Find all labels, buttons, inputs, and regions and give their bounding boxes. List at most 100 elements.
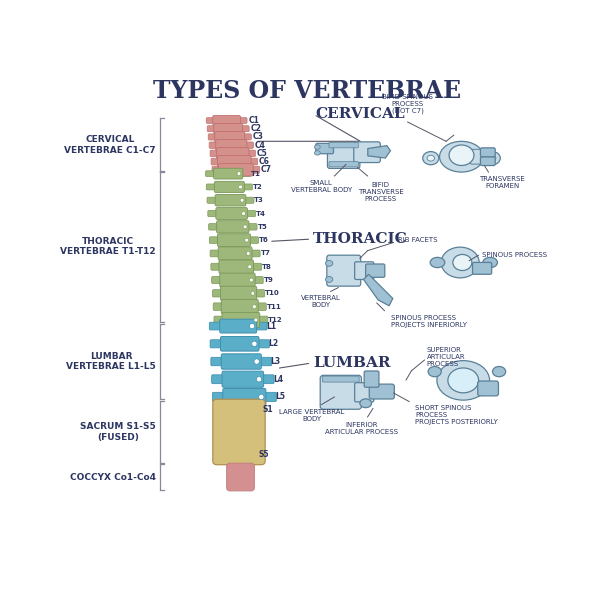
Ellipse shape: [239, 185, 242, 189]
Text: SUPERIOR
ARTICULAR
PROCESS: SUPERIOR ARTICULAR PROCESS: [427, 347, 466, 367]
Ellipse shape: [250, 278, 253, 282]
Text: C1: C1: [248, 116, 259, 125]
FancyBboxPatch shape: [218, 164, 253, 176]
FancyBboxPatch shape: [209, 142, 218, 148]
Text: T8: T8: [262, 264, 272, 270]
Text: LUMBAR: LUMBAR: [313, 356, 391, 370]
FancyBboxPatch shape: [216, 208, 247, 220]
Text: SACRUM S1-S5
(FUSED): SACRUM S1-S5 (FUSED): [80, 422, 156, 442]
FancyBboxPatch shape: [206, 184, 217, 190]
FancyBboxPatch shape: [210, 340, 223, 348]
Text: L3: L3: [271, 357, 281, 366]
Text: T5: T5: [257, 224, 267, 230]
FancyBboxPatch shape: [220, 286, 257, 301]
Ellipse shape: [423, 152, 439, 165]
FancyBboxPatch shape: [251, 166, 260, 173]
Ellipse shape: [259, 394, 264, 400]
FancyBboxPatch shape: [215, 194, 246, 206]
Ellipse shape: [314, 151, 320, 155]
Text: THORACIC
VERTEBRAE T1-T12: THORACIC VERTEBRAE T1-T12: [60, 237, 156, 256]
Ellipse shape: [254, 359, 259, 364]
Text: T7: T7: [260, 250, 271, 256]
FancyBboxPatch shape: [246, 150, 256, 157]
Text: L4: L4: [273, 375, 283, 384]
FancyBboxPatch shape: [242, 134, 251, 140]
Text: SHORT SPINOUS
PROCESS
PROJECTS POSTERIORLY: SHORT SPINOUS PROCESS PROJECTS POSTERIOR…: [415, 406, 498, 425]
Text: SPINOUS PROCESS: SPINOUS PROCESS: [482, 252, 547, 258]
FancyBboxPatch shape: [206, 118, 215, 124]
FancyBboxPatch shape: [256, 340, 269, 348]
FancyBboxPatch shape: [240, 126, 249, 132]
Ellipse shape: [250, 323, 255, 329]
Text: L1: L1: [266, 322, 276, 331]
Text: SPINOUS PROCESS
PROJECTS INFERIORLY: SPINOUS PROCESS PROJECTS INFERIORLY: [391, 314, 467, 328]
FancyBboxPatch shape: [209, 237, 220, 244]
FancyBboxPatch shape: [254, 322, 267, 330]
FancyBboxPatch shape: [470, 149, 484, 164]
FancyBboxPatch shape: [207, 197, 218, 203]
Ellipse shape: [440, 142, 484, 172]
FancyBboxPatch shape: [218, 155, 251, 167]
FancyBboxPatch shape: [478, 381, 499, 396]
FancyBboxPatch shape: [254, 290, 265, 297]
FancyBboxPatch shape: [212, 166, 221, 173]
FancyBboxPatch shape: [473, 262, 491, 274]
Ellipse shape: [360, 399, 371, 407]
FancyBboxPatch shape: [323, 376, 359, 382]
Ellipse shape: [441, 247, 479, 278]
Ellipse shape: [488, 155, 496, 161]
FancyBboxPatch shape: [221, 299, 258, 314]
FancyBboxPatch shape: [364, 371, 379, 387]
Ellipse shape: [243, 225, 247, 229]
FancyBboxPatch shape: [242, 184, 253, 190]
FancyBboxPatch shape: [211, 263, 221, 270]
Text: CERVICAL
VERTEBRAE C1-C7: CERVICAL VERTEBRAE C1-C7: [64, 136, 156, 155]
Text: L5: L5: [275, 392, 285, 401]
FancyBboxPatch shape: [223, 388, 266, 406]
FancyBboxPatch shape: [210, 150, 220, 157]
Text: L2: L2: [268, 340, 278, 349]
Text: T1: T1: [251, 170, 261, 176]
Ellipse shape: [237, 172, 241, 176]
Polygon shape: [364, 274, 393, 306]
FancyBboxPatch shape: [208, 134, 217, 140]
FancyBboxPatch shape: [481, 148, 495, 157]
FancyBboxPatch shape: [320, 376, 361, 409]
FancyBboxPatch shape: [218, 247, 252, 260]
FancyBboxPatch shape: [355, 262, 374, 280]
Text: C6: C6: [259, 157, 269, 166]
Text: T2: T2: [253, 184, 263, 190]
FancyBboxPatch shape: [214, 168, 243, 179]
FancyBboxPatch shape: [211, 357, 224, 366]
Ellipse shape: [248, 265, 251, 269]
FancyBboxPatch shape: [244, 142, 253, 148]
Ellipse shape: [484, 152, 500, 165]
FancyBboxPatch shape: [214, 316, 225, 324]
FancyBboxPatch shape: [217, 148, 249, 159]
Ellipse shape: [493, 367, 506, 377]
FancyBboxPatch shape: [329, 161, 358, 167]
Ellipse shape: [428, 367, 441, 377]
FancyBboxPatch shape: [214, 124, 242, 134]
FancyBboxPatch shape: [246, 224, 257, 230]
FancyBboxPatch shape: [215, 131, 245, 142]
FancyBboxPatch shape: [257, 316, 268, 324]
FancyBboxPatch shape: [213, 116, 241, 125]
FancyBboxPatch shape: [217, 234, 251, 247]
Text: COCCYX Co1-Co4: COCCYX Co1-Co4: [70, 473, 156, 482]
FancyBboxPatch shape: [227, 463, 254, 491]
FancyBboxPatch shape: [259, 357, 272, 366]
Ellipse shape: [240, 199, 244, 202]
FancyBboxPatch shape: [220, 337, 259, 351]
FancyBboxPatch shape: [213, 303, 224, 310]
FancyBboxPatch shape: [316, 143, 334, 154]
FancyBboxPatch shape: [240, 171, 251, 176]
Text: C2: C2: [250, 124, 261, 133]
Text: BIFID SPINOUS
PROCESS
(NOT C7): BIFID SPINOUS PROCESS (NOT C7): [382, 94, 433, 115]
FancyBboxPatch shape: [250, 250, 260, 257]
Text: THORACIC: THORACIC: [313, 232, 407, 246]
FancyBboxPatch shape: [369, 384, 394, 399]
Ellipse shape: [437, 361, 490, 400]
Ellipse shape: [253, 305, 256, 308]
Ellipse shape: [251, 292, 255, 295]
